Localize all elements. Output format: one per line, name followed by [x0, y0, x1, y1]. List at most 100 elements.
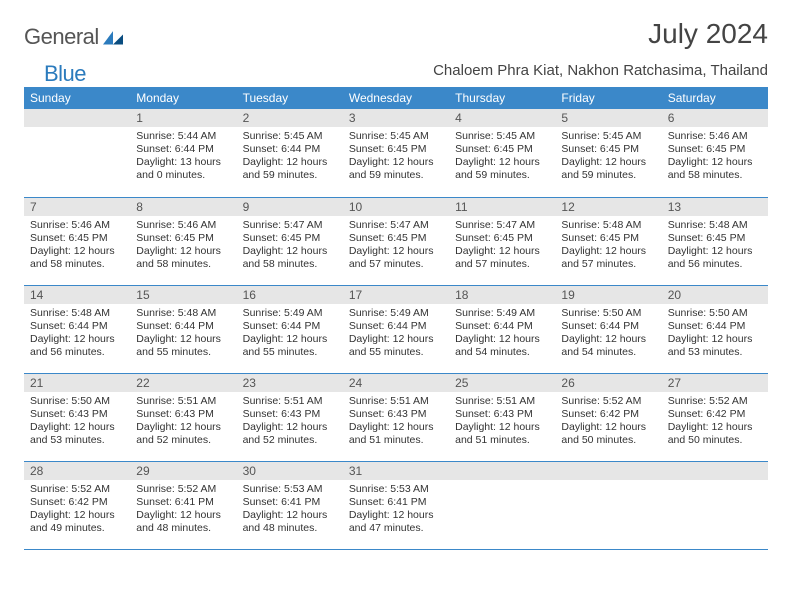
day-info-line: Sunrise: 5:50 AM	[561, 307, 655, 320]
day-info-line: Daylight: 12 hours	[668, 156, 762, 169]
calendar-week-row: 7Sunrise: 5:46 AMSunset: 6:45 PMDaylight…	[24, 197, 768, 285]
day-info-line: and 51 minutes.	[349, 434, 443, 447]
day-number: 1	[130, 109, 236, 127]
day-info-line: Sunset: 6:43 PM	[349, 408, 443, 421]
day-body: Sunrise: 5:51 AMSunset: 6:43 PMDaylight:…	[130, 392, 236, 452]
day-body: Sunrise: 5:46 AMSunset: 6:45 PMDaylight:…	[662, 127, 768, 187]
day-body: Sunrise: 5:52 AMSunset: 6:41 PMDaylight:…	[130, 480, 236, 540]
day-info-line: and 52 minutes.	[243, 434, 337, 447]
day-info-line: Sunrise: 5:46 AM	[30, 219, 124, 232]
day-number: 9	[237, 198, 343, 216]
day-info-line: Daylight: 12 hours	[455, 421, 549, 434]
logo-text-general: General	[24, 24, 99, 50]
calendar-table: SundayMondayTuesdayWednesdayThursdayFrid…	[24, 87, 768, 550]
day-info-line: Sunset: 6:43 PM	[30, 408, 124, 421]
calendar-day-cell: 24Sunrise: 5:51 AMSunset: 6:43 PMDayligh…	[343, 373, 449, 461]
day-number: 20	[662, 286, 768, 304]
day-info-line: Daylight: 12 hours	[243, 156, 337, 169]
day-info-line: Daylight: 12 hours	[668, 421, 762, 434]
day-info-line: Sunrise: 5:53 AM	[243, 483, 337, 496]
calendar-empty-cell	[662, 461, 768, 549]
day-number: 12	[555, 198, 661, 216]
day-number: 15	[130, 286, 236, 304]
day-info-line: Daylight: 13 hours	[136, 156, 230, 169]
day-info-line: and 49 minutes.	[30, 522, 124, 535]
day-info-line: Sunset: 6:45 PM	[455, 143, 549, 156]
day-info-line: Sunset: 6:41 PM	[243, 496, 337, 509]
day-number: 24	[343, 374, 449, 392]
calendar-week-row: 14Sunrise: 5:48 AMSunset: 6:44 PMDayligh…	[24, 285, 768, 373]
day-info-line: Daylight: 12 hours	[349, 421, 443, 434]
day-info-line: and 50 minutes.	[561, 434, 655, 447]
day-info-line: Daylight: 12 hours	[136, 245, 230, 258]
day-info-line: Sunrise: 5:48 AM	[668, 219, 762, 232]
day-info-line: and 56 minutes.	[30, 346, 124, 359]
day-info-line: and 57 minutes.	[561, 258, 655, 271]
day-number: 17	[343, 286, 449, 304]
day-info-line: Sunrise: 5:53 AM	[349, 483, 443, 496]
calendar-page: General July 2024 General Blue Chaloem P…	[0, 0, 792, 562]
calendar-empty-cell	[555, 461, 661, 549]
day-number: 23	[237, 374, 343, 392]
day-info-line: and 54 minutes.	[561, 346, 655, 359]
day-number: 28	[24, 462, 130, 480]
calendar-week-row: 28Sunrise: 5:52 AMSunset: 6:42 PMDayligh…	[24, 461, 768, 549]
day-info-line: Daylight: 12 hours	[349, 509, 443, 522]
day-body: Sunrise: 5:48 AMSunset: 6:45 PMDaylight:…	[662, 216, 768, 276]
day-info-line: Sunrise: 5:52 AM	[30, 483, 124, 496]
day-info-line: Sunrise: 5:49 AM	[455, 307, 549, 320]
day-body: Sunrise: 5:47 AMSunset: 6:45 PMDaylight:…	[237, 216, 343, 276]
calendar-day-cell: 9Sunrise: 5:47 AMSunset: 6:45 PMDaylight…	[237, 197, 343, 285]
calendar-day-cell: 5Sunrise: 5:45 AMSunset: 6:45 PMDaylight…	[555, 109, 661, 197]
day-body: Sunrise: 5:50 AMSunset: 6:44 PMDaylight:…	[555, 304, 661, 364]
day-info-line: Sunset: 6:45 PM	[349, 143, 443, 156]
day-info-line: Sunset: 6:45 PM	[455, 232, 549, 245]
day-info-line: Sunset: 6:44 PM	[30, 320, 124, 333]
day-info-line: Sunset: 6:44 PM	[136, 320, 230, 333]
dow-header: Sunday	[24, 87, 130, 109]
day-info-line: Sunrise: 5:50 AM	[668, 307, 762, 320]
calendar-day-cell: 11Sunrise: 5:47 AMSunset: 6:45 PMDayligh…	[449, 197, 555, 285]
calendar-day-cell: 23Sunrise: 5:51 AMSunset: 6:43 PMDayligh…	[237, 373, 343, 461]
day-info-line: Sunset: 6:44 PM	[349, 320, 443, 333]
day-info-line: Daylight: 12 hours	[243, 509, 337, 522]
day-body: Sunrise: 5:51 AMSunset: 6:43 PMDaylight:…	[343, 392, 449, 452]
day-number: 18	[449, 286, 555, 304]
day-number: 25	[449, 374, 555, 392]
day-info-line: Sunset: 6:45 PM	[349, 232, 443, 245]
day-body: Sunrise: 5:49 AMSunset: 6:44 PMDaylight:…	[343, 304, 449, 364]
day-info-line: Daylight: 12 hours	[136, 333, 230, 346]
day-body: Sunrise: 5:48 AMSunset: 6:45 PMDaylight:…	[555, 216, 661, 276]
day-info-line: and 56 minutes.	[668, 258, 762, 271]
day-number: 21	[24, 374, 130, 392]
calendar-empty-cell	[449, 461, 555, 549]
day-info-line: Daylight: 12 hours	[349, 156, 443, 169]
day-info-line: and 59 minutes.	[455, 169, 549, 182]
day-info-line: Sunset: 6:45 PM	[668, 143, 762, 156]
day-info-line: Daylight: 12 hours	[561, 245, 655, 258]
day-info-line: Sunrise: 5:47 AM	[349, 219, 443, 232]
day-number: 6	[662, 109, 768, 127]
calendar-day-cell: 29Sunrise: 5:52 AMSunset: 6:41 PMDayligh…	[130, 461, 236, 549]
day-number: 2	[237, 109, 343, 127]
day-info-line: Sunset: 6:42 PM	[561, 408, 655, 421]
day-info-line: Sunrise: 5:52 AM	[561, 395, 655, 408]
day-of-week-header-row: SundayMondayTuesdayWednesdayThursdayFrid…	[24, 87, 768, 109]
day-number: 3	[343, 109, 449, 127]
day-info-line: Sunset: 6:44 PM	[243, 320, 337, 333]
day-info-line: Daylight: 12 hours	[668, 245, 762, 258]
day-info-line: Daylight: 12 hours	[243, 245, 337, 258]
day-body: Sunrise: 5:50 AMSunset: 6:43 PMDaylight:…	[24, 392, 130, 452]
calendar-empty-cell	[24, 109, 130, 197]
day-info-line: Daylight: 12 hours	[455, 245, 549, 258]
day-body: Sunrise: 5:45 AMSunset: 6:45 PMDaylight:…	[343, 127, 449, 187]
calendar-day-cell: 22Sunrise: 5:51 AMSunset: 6:43 PMDayligh…	[130, 373, 236, 461]
day-number: 27	[662, 374, 768, 392]
dow-header: Thursday	[449, 87, 555, 109]
day-info-line: and 58 minutes.	[136, 258, 230, 271]
day-info-line: Sunset: 6:44 PM	[561, 320, 655, 333]
calendar-day-cell: 20Sunrise: 5:50 AMSunset: 6:44 PMDayligh…	[662, 285, 768, 373]
day-number: 14	[24, 286, 130, 304]
day-body	[449, 480, 555, 540]
logo-flag-icon	[103, 29, 123, 45]
